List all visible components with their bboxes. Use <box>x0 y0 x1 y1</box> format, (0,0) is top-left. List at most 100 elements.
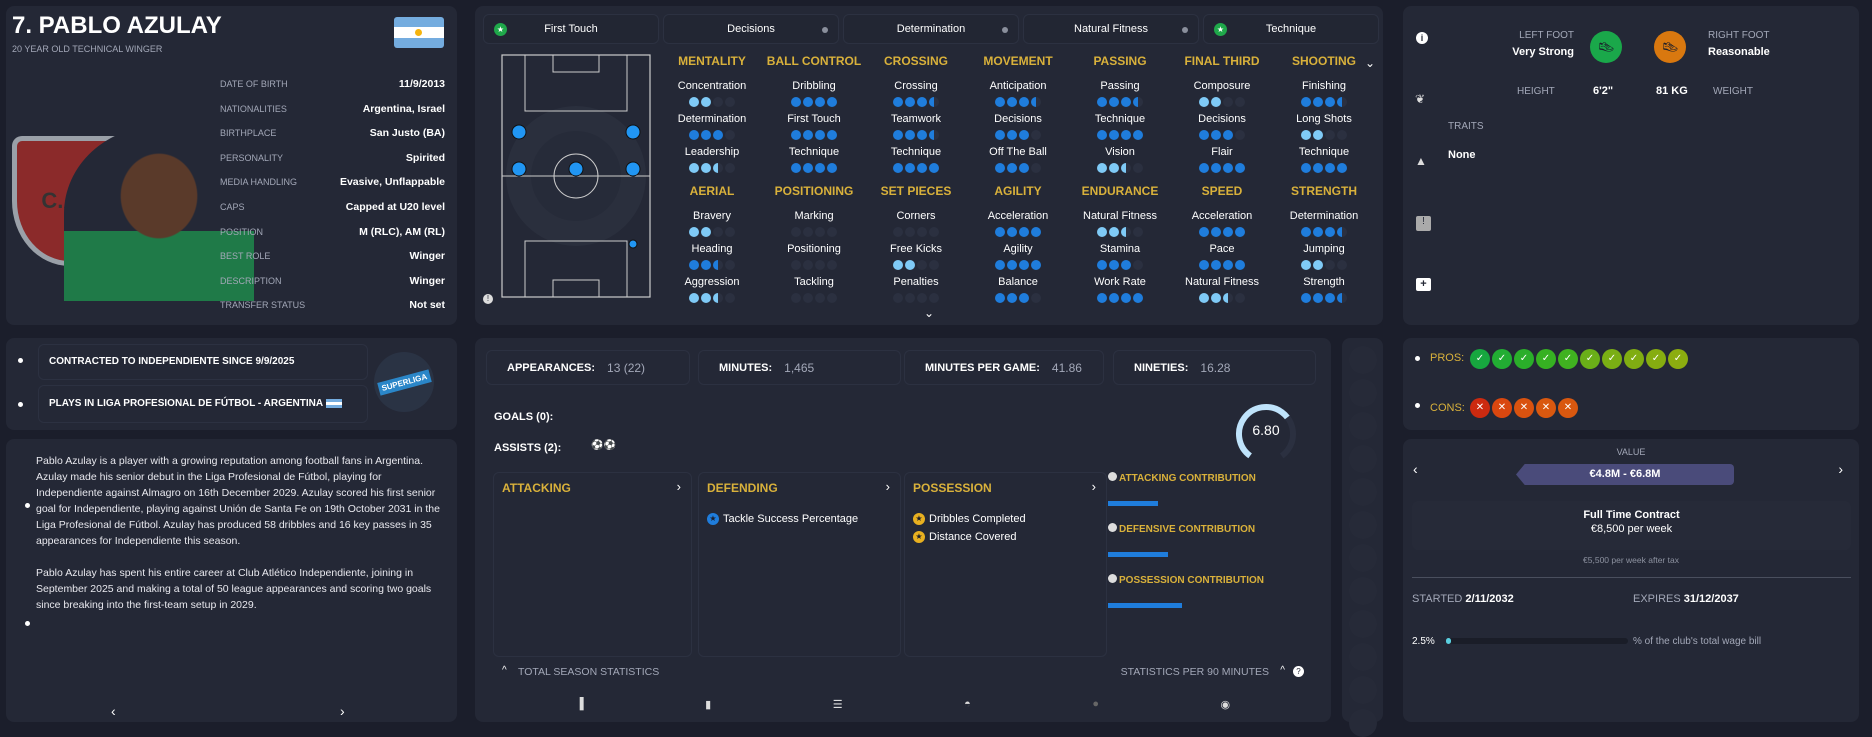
target-icon[interactable]: ✕ <box>1492 397 1512 418</box>
bullet-icon <box>18 402 23 407</box>
ball-icon[interactable]: ● <box>1092 698 1099 710</box>
biography-panel: Pablo Azulay is a player with a growing … <box>6 439 457 722</box>
attribute-rating <box>1171 224 1273 243</box>
card-icon[interactable]: ✕ <box>1470 397 1490 418</box>
development-icon[interactable]: ❦ <box>1415 92 1426 106</box>
list-icon[interactable]: ☰ <box>832 699 843 711</box>
scroll-down-chevron-icon[interactable]: ⌄ <box>924 306 935 320</box>
rating-dot <box>815 130 825 140</box>
rating-dot <box>725 293 735 303</box>
left-foot-value: Very Strong <box>1512 46 1574 58</box>
info-icon[interactable]: ! <box>483 294 493 304</box>
chevron-right-icon[interactable]: › <box>1091 479 1096 494</box>
statistics-per-90-toggle[interactable]: STATISTICS PER 90 MINUTES <box>1120 666 1269 678</box>
stat-category-icon[interactable] <box>1348 709 1377 737</box>
info-value: Capped at U20 level <box>345 201 445 213</box>
cone-icon[interactable]: ✓ <box>1558 348 1578 369</box>
chevron-right-icon[interactable]: › <box>885 479 890 494</box>
stat-category-icon[interactable] <box>1348 445 1377 473</box>
medical-kit-icon[interactable]: + <box>1416 278 1431 291</box>
help-icon[interactable]: ? <box>1293 666 1304 677</box>
category-defending[interactable]: DEFENDING › ★ Tackle Success Percentage <box>698 472 901 657</box>
rating-dot <box>1325 260 1335 270</box>
contract-club-link[interactable]: CONTRACTED TO INDEPENDIENTE SINCE 9/9/20… <box>38 344 368 380</box>
rating-dot <box>725 97 735 107</box>
rating-dot <box>1019 293 1029 303</box>
attribute-name: Determination <box>1289 210 1359 222</box>
attribute-name: Tackling <box>794 276 834 288</box>
stat-category-strip <box>1342 338 1383 737</box>
people-icon[interactable]: ✓ <box>1646 348 1666 369</box>
rating-dot <box>815 260 825 270</box>
bar-chart-icon[interactable]: ▐ <box>575 698 584 710</box>
rating-dot <box>1211 293 1221 303</box>
cone-gear-icon[interactable]: ✕ <box>1558 397 1578 418</box>
group-heading: SET PIECES <box>880 184 952 198</box>
stat-category-icon[interactable] <box>1348 676 1377 704</box>
prev-arrow-icon[interactable]: ‹ <box>111 703 116 719</box>
stat-category-icon[interactable] <box>1348 379 1377 407</box>
info-icon[interactable] <box>1108 472 1117 481</box>
rating-dot <box>1097 260 1107 270</box>
whistle-icon[interactable]: ◉ <box>1220 699 1231 711</box>
tab-determination[interactable]: Determination <box>843 14 1019 44</box>
tab-technique[interactable]: ★ Technique <box>1203 14 1379 44</box>
stat-category-icon[interactable] <box>1348 643 1377 671</box>
info-icon[interactable] <box>1108 523 1117 532</box>
category-attacking[interactable]: ATTACKING › <box>493 472 692 657</box>
league-link[interactable]: PLAYS IN LIGA PROFESIONAL DE FÚTBOL - AR… <box>38 385 368 423</box>
chevron-up-icon[interactable]: ^ <box>1280 665 1285 676</box>
chevron-right-icon[interactable]: › <box>676 479 681 494</box>
alert-icon[interactable]: ! <box>1416 216 1431 231</box>
attribute-group: MOVEMENT Anticipation Decisions Off The Bal… <box>967 54 1069 179</box>
stat-category-icon[interactable] <box>1348 346 1377 374</box>
wage-value: €8,500 per week <box>1590 523 1673 535</box>
attribute-name: Work Rate <box>1094 276 1146 288</box>
category-title: DEFENDING <box>707 481 778 495</box>
rating-dot <box>1097 227 1107 237</box>
notebook-icon[interactable]: ▮ <box>705 699 712 711</box>
training-cone-icon[interactable]: ▲ <box>1415 154 1427 168</box>
trend-icon[interactable]: ✓ <box>1580 348 1600 369</box>
star-icon[interactable]: ✓ <box>1492 348 1512 369</box>
info-icon[interactable] <box>1108 574 1117 583</box>
category-possession[interactable]: POSSESSION › ★ Dribbles Completed ★ Distance … <box>904 472 1107 657</box>
stat-category-icon[interactable] <box>1348 610 1377 638</box>
stat-value: 13 (22) <box>607 360 646 375</box>
tab-decisions[interactable]: Decisions <box>663 14 839 44</box>
stat-box: APPEARANCES: 13 (22) <box>486 350 690 385</box>
tab-natural-fitness[interactable]: Natural Fitness <box>1023 14 1199 44</box>
rating-dot <box>893 130 903 140</box>
attribute-name: Agility <box>1003 243 1033 255</box>
scissors-icon[interactable]: ✕ <box>1514 397 1534 418</box>
expand-chevron-icon[interactable]: ⌄ <box>1365 56 1376 70</box>
wrench-icon[interactable]: ✓ <box>1536 348 1556 369</box>
next-arrow-icon[interactable]: › <box>340 703 345 719</box>
passing-icon[interactable]: ✓ <box>1470 348 1490 369</box>
attribute-group: ENDURANCE Natural Fitness Stamina Work Rate <box>1069 184 1171 309</box>
stat-category-icon[interactable] <box>1348 511 1377 539</box>
rating-dot <box>1133 227 1143 237</box>
rating-dot <box>1301 130 1311 140</box>
total-season-statistics-toggle[interactable]: TOTAL SEASON STATISTICS <box>518 666 660 678</box>
kit-icon[interactable]: ◓ <box>964 698 971 710</box>
stat-category-icon[interactable] <box>1348 478 1377 506</box>
info-icon[interactable]: i <box>1416 32 1428 44</box>
stat-category-icon[interactable] <box>1348 412 1377 440</box>
tab-first-touch[interactable]: ★ First Touch <box>483 14 659 44</box>
cone-trend-icon[interactable]: ✓ <box>1624 348 1644 369</box>
head-icon[interactable]: ✓ <box>1514 348 1534 369</box>
attribute-name: Pace <box>1209 243 1235 255</box>
right-boot-icon: 👟︎ <box>1654 31 1686 63</box>
stat-box: NINETIES: 16.28 <box>1113 350 1316 385</box>
attribute-rating <box>661 160 763 179</box>
bandage-icon[interactable]: ✓ <box>1602 348 1622 369</box>
next-value-arrow-icon[interactable]: › <box>1838 461 1843 477</box>
flask-icon[interactable]: ✓ <box>1668 348 1688 369</box>
prev-value-arrow-icon[interactable]: ‹ <box>1413 461 1418 477</box>
rating-dot <box>1031 130 1041 140</box>
stat-category-icon[interactable] <box>1348 544 1377 572</box>
trophy-icon[interactable]: ✕ <box>1536 397 1556 418</box>
stat-category-icon[interactable] <box>1348 577 1377 605</box>
attribute-name: Technique <box>1298 146 1350 158</box>
